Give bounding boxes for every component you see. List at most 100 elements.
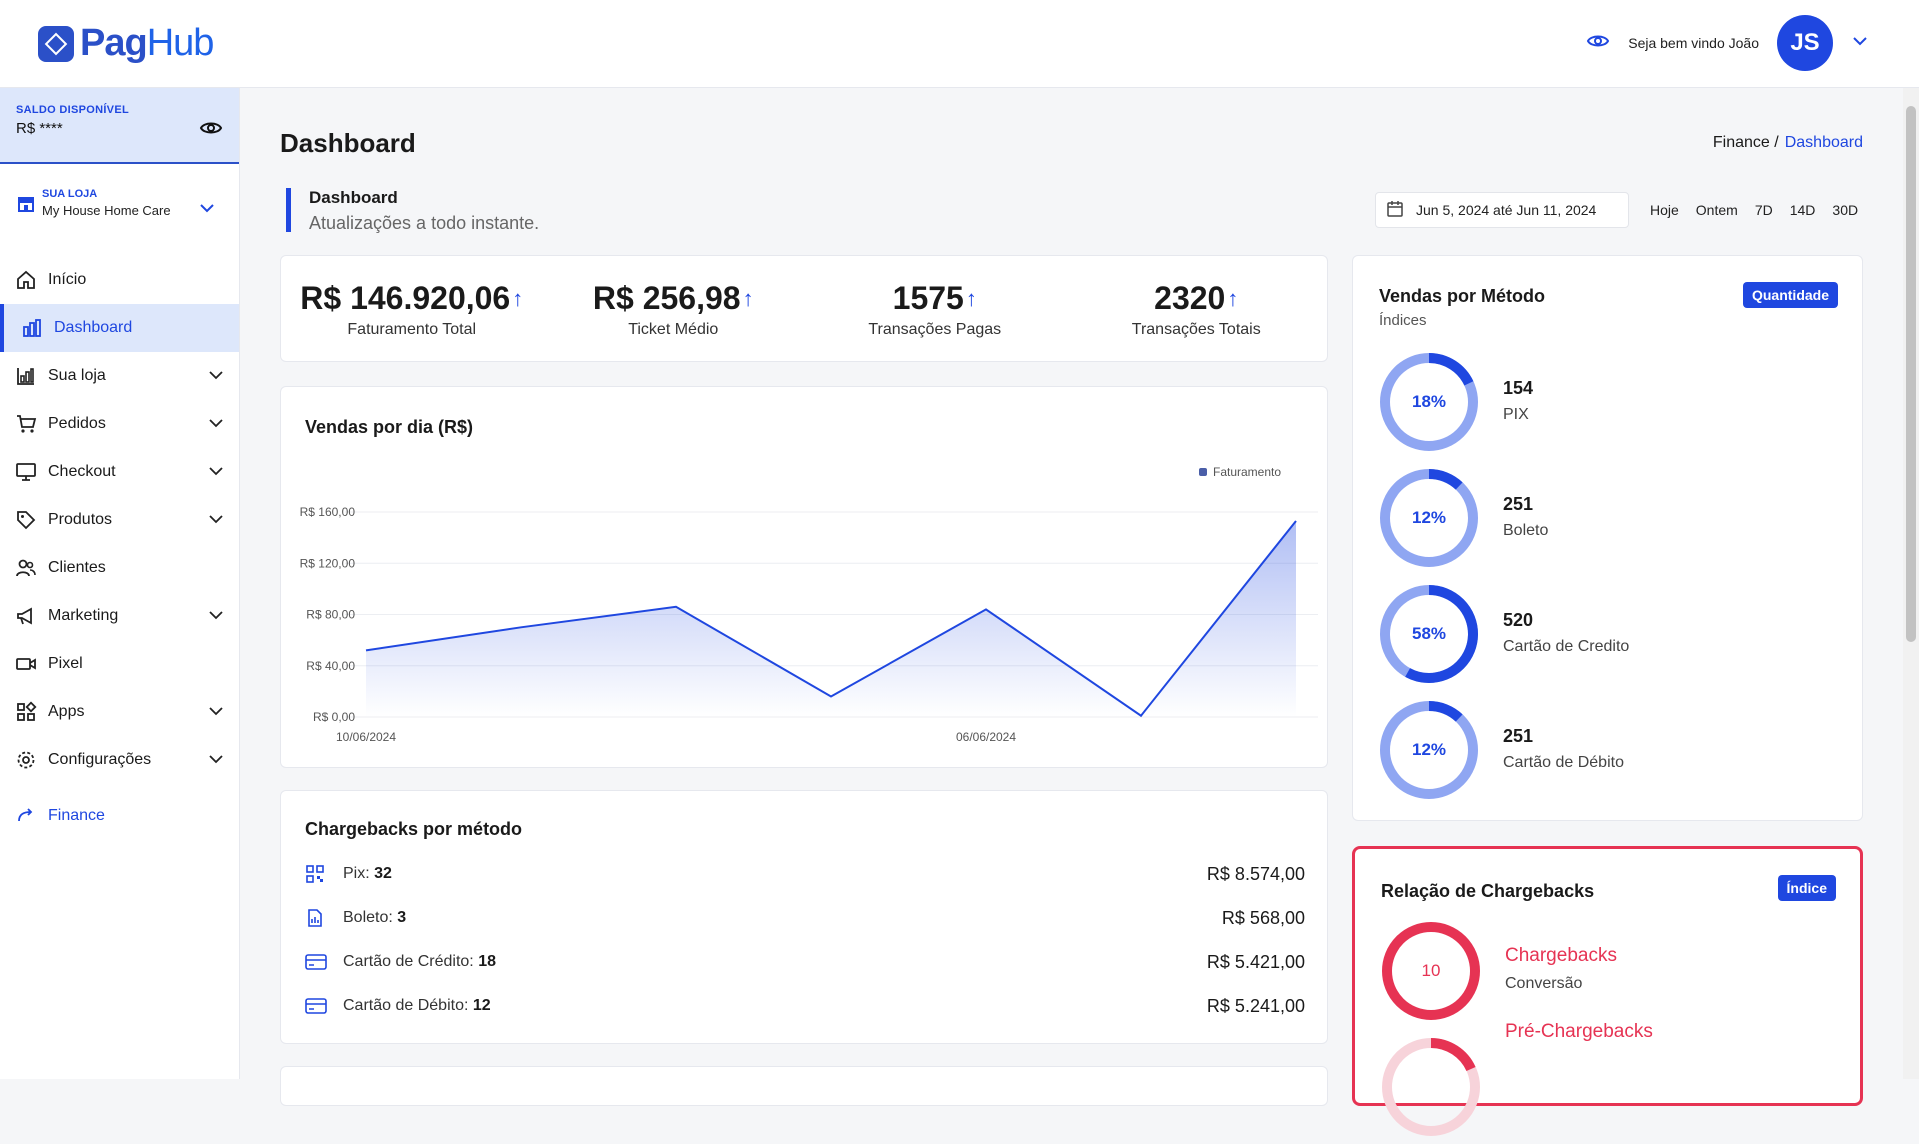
monitor-icon — [14, 460, 38, 484]
chargebacks-title: Chargebacks por método — [305, 819, 523, 839]
relation-sub-text: Conversão — [1505, 975, 1583, 992]
data-point[interactable] — [669, 600, 683, 614]
sidebar-item-pedidos[interactable]: Pedidos — [0, 400, 239, 448]
sidebar: SALDO DISPONÍVEL R$ **** SUA LOJA My Hou… — [0, 88, 240, 1079]
sales-chart-card: R$ 0,00 R$ 40,00 R$ 80,00 R$ 120,00 R$ 160,0… — [280, 386, 1328, 768]
tag-icon — [14, 508, 38, 532]
quick-range-selector: Hoje Ontem 7D 14D 30D — [1650, 202, 1858, 218]
welcome-text: Seja bem vindo João — [1628, 35, 1759, 51]
donut-chart — [1380, 353, 1478, 451]
store-selector[interactable]: SUA LOJA My House Home Care — [0, 164, 239, 230]
relation-row-pre-chargebacks: Pré-Chargebacks — [1379, 1021, 1819, 1139]
toggle-balance-eye-icon[interactable] — [199, 116, 223, 145]
shop-icon — [16, 194, 36, 219]
ring-chart — [1382, 922, 1480, 1020]
chargeback-row-debito: Cartão de Débito: 12 R$ 5.241,00 — [305, 991, 1305, 1021]
donut-chart — [1380, 469, 1478, 567]
stats-card: R$ 146.920,06 ↑ Faturamento Total R$ 256,… — [280, 255, 1328, 362]
data-point[interactable] — [979, 602, 993, 616]
megaphone-icon — [14, 604, 38, 628]
method-percent: 58% — [1411, 624, 1447, 643]
chargeback-label: Boleto: 3 — [343, 909, 407, 926]
donut-segment — [1380, 469, 1478, 567]
chevron-down-icon — [207, 702, 225, 725]
arrow-up-icon: ↑ — [965, 285, 977, 311]
x-tick-label: 10/06/2024 — [336, 730, 396, 744]
sidebar-item-sua-loja[interactable]: Sua loja — [0, 352, 239, 400]
scrollbar-thumb[interactable] — [1906, 106, 1916, 642]
sidebar-item-checkout[interactable]: Checkout — [0, 448, 239, 496]
eye-icon[interactable] — [1586, 29, 1610, 58]
indice-toggle-button[interactable]: Índice — [1777, 875, 1836, 901]
method-percent: 18% — [1411, 392, 1447, 411]
calendar-icon — [1386, 200, 1404, 221]
methods-subtitle: Índices — [1379, 312, 1427, 329]
stat-value: 2320 — [1154, 280, 1226, 316]
page-scrollbar[interactable] — [1903, 88, 1919, 1079]
chevron-down-icon[interactable] — [199, 200, 215, 221]
method-count: 154 — [1503, 378, 1534, 398]
date-range-picker[interactable]: Jun 5, 2024 até Jun 11, 2024 — [1375, 192, 1629, 228]
chevron-down-icon[interactable] — [1851, 32, 1869, 55]
data-point[interactable] — [514, 620, 528, 634]
logo-text: PagHub — [80, 22, 214, 64]
home-icon — [14, 268, 38, 292]
sales-area-chart: R$ 0,00 R$ 40,00 R$ 80,00 R$ 120,00 R$ 160,0… — [300, 465, 1318, 744]
store-chart-icon — [14, 364, 38, 388]
donut-segment — [1380, 585, 1478, 683]
stat-label: Transações Totais — [1131, 321, 1261, 338]
arrow-up-icon: ↑ — [1227, 285, 1239, 311]
next-card-partial — [280, 1066, 1328, 1106]
sidebar-item-apps[interactable]: Apps — [0, 688, 239, 736]
sidebar-item-configuracoes[interactable]: Configurações — [0, 736, 239, 784]
legend-label[interactable]: Faturamento — [1213, 465, 1281, 479]
chargeback-amount: R$ 568,00 — [1221, 907, 1305, 928]
data-point[interactable] — [1289, 514, 1303, 528]
sidebar-item-label: Pixel — [48, 655, 83, 672]
stat-transacoes-totais: 2320 ↑ Transações Totais — [1066, 256, 1328, 361]
breadcrumb: Finance / Dashboard — [1713, 134, 1863, 152]
method-count: 251 — [1503, 494, 1534, 514]
quantidade-toggle-button[interactable]: Quantidade — [1742, 282, 1838, 308]
sidebar-item-finance[interactable]: Finance — [0, 792, 239, 840]
data-point[interactable] — [359, 643, 373, 657]
sidebar-item-marketing[interactable]: Marketing — [0, 592, 239, 640]
method-row-debito: 12% 251 Cartão de Débito — [1377, 698, 1817, 802]
relation-title: Relação de Chargebacks — [1381, 881, 1595, 901]
y-tick-label: R$ 80,00 — [306, 608, 355, 622]
method-percent: 12% — [1411, 740, 1447, 759]
chargebacks-card: Chargebacks por método Pix: 32 R$ 8.574,… — [280, 790, 1328, 1044]
sales-by-method-card: Vendas por Método Índices Quantidade 18%… — [1352, 255, 1863, 821]
data-point[interactable] — [1134, 709, 1148, 723]
donut-segment — [1380, 353, 1478, 451]
qr-icon — [305, 864, 327, 884]
balance-label: SALDO DISPONÍVEL — [16, 104, 129, 116]
range-hoje[interactable]: Hoje — [1650, 202, 1679, 218]
chart-title: Vendas por dia (R$) — [305, 417, 474, 437]
header-user-area: Seja bem vindo João JS — [1586, 15, 1869, 71]
arrow-up-icon: ↑ — [742, 285, 754, 311]
relation-value: 10 — [1421, 961, 1441, 980]
arrow-up-icon: ↑ — [512, 285, 524, 311]
stat-label: Ticket Médio — [628, 321, 719, 338]
breadcrumb-root[interactable]: Finance / — [1712, 134, 1779, 151]
sidebar-item-label: Marketing — [48, 607, 119, 624]
sidebar-item-produtos[interactable]: Produtos — [0, 496, 239, 544]
range-30d[interactable]: 30D — [1832, 202, 1859, 218]
method-row-pix: 18% 154 PIX — [1377, 350, 1817, 454]
avatar[interactable]: JS — [1777, 15, 1833, 71]
range-ontem[interactable]: Ontem — [1695, 202, 1738, 218]
sidebar-item-pixel[interactable]: Pixel — [0, 640, 239, 688]
balance-value: R$ **** — [16, 120, 63, 137]
chevron-down-icon — [207, 606, 225, 629]
section-header: Dashboard Atualizações a todo instante. — [286, 188, 539, 233]
sidebar-item-dashboard[interactable]: Dashboard — [0, 304, 239, 352]
chevron-down-icon — [207, 462, 225, 485]
data-point[interactable] — [824, 690, 838, 704]
range-14d[interactable]: 14D — [1789, 202, 1816, 218]
sidebar-item-clientes[interactable]: Clientes — [0, 544, 239, 592]
brand-logo[interactable]: PagHub — [38, 22, 214, 65]
chargeback-row-boleto: Boleto: 3 R$ 568,00 — [305, 903, 1305, 933]
sidebar-item-inicio[interactable]: Início — [0, 256, 239, 304]
range-7d[interactable]: 7D — [1754, 202, 1773, 218]
